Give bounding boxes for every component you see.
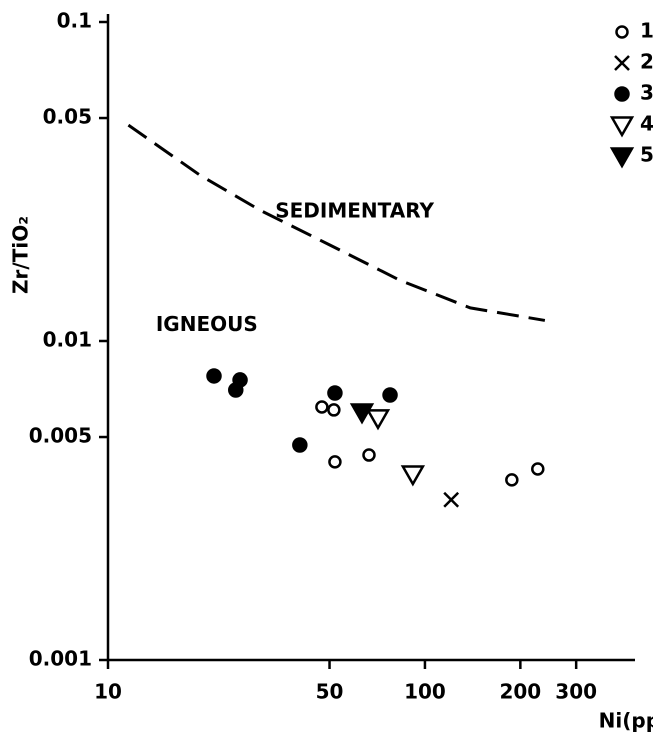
- legend-marker: [609, 147, 635, 169]
- y-tick-label: 0.01: [43, 328, 92, 352]
- x-tick-label: 300: [555, 680, 597, 704]
- legend-label: 2: [640, 50, 653, 74]
- marker: [327, 385, 343, 401]
- marker: [505, 473, 519, 487]
- marker: [362, 448, 376, 462]
- legend-label: 5: [640, 143, 653, 167]
- y-tick-label: 0.05: [43, 105, 92, 129]
- annotation: IGNEOUS: [156, 312, 258, 336]
- x-tick-label: 200: [499, 680, 541, 704]
- y-tick-label: 0.001: [29, 647, 92, 671]
- x-tick-label: 100: [404, 680, 446, 704]
- marker: [531, 462, 545, 476]
- marker: [400, 465, 426, 487]
- marker: [232, 372, 248, 388]
- annotation: SEDIMENTARY: [275, 198, 434, 222]
- x-axis-label: Ni(ppm): [599, 709, 653, 733]
- marker: [292, 437, 308, 453]
- marker: [206, 368, 222, 384]
- marker: [327, 403, 341, 417]
- x-tick-label: 10: [94, 680, 122, 704]
- legend-marker: [609, 116, 635, 138]
- legend-marker: [615, 25, 629, 39]
- legend-label: 4: [640, 112, 653, 136]
- marker: [328, 455, 342, 469]
- marker: [382, 387, 398, 403]
- marker: [443, 491, 460, 508]
- legend-label: 1: [640, 19, 653, 43]
- legend-marker: [614, 55, 630, 71]
- marker: [365, 409, 391, 431]
- y-tick-label: 0.005: [29, 424, 92, 448]
- boundary-line: [127, 123, 546, 322]
- x-tick-label: 50: [316, 680, 344, 704]
- y-axis-label: Zr/TiO₂: [9, 216, 33, 294]
- marker: [315, 400, 329, 414]
- legend-marker: [614, 86, 630, 102]
- legend-label: 3: [640, 81, 653, 105]
- y-tick-label: 0.1: [57, 9, 92, 33]
- marker: [349, 403, 375, 425]
